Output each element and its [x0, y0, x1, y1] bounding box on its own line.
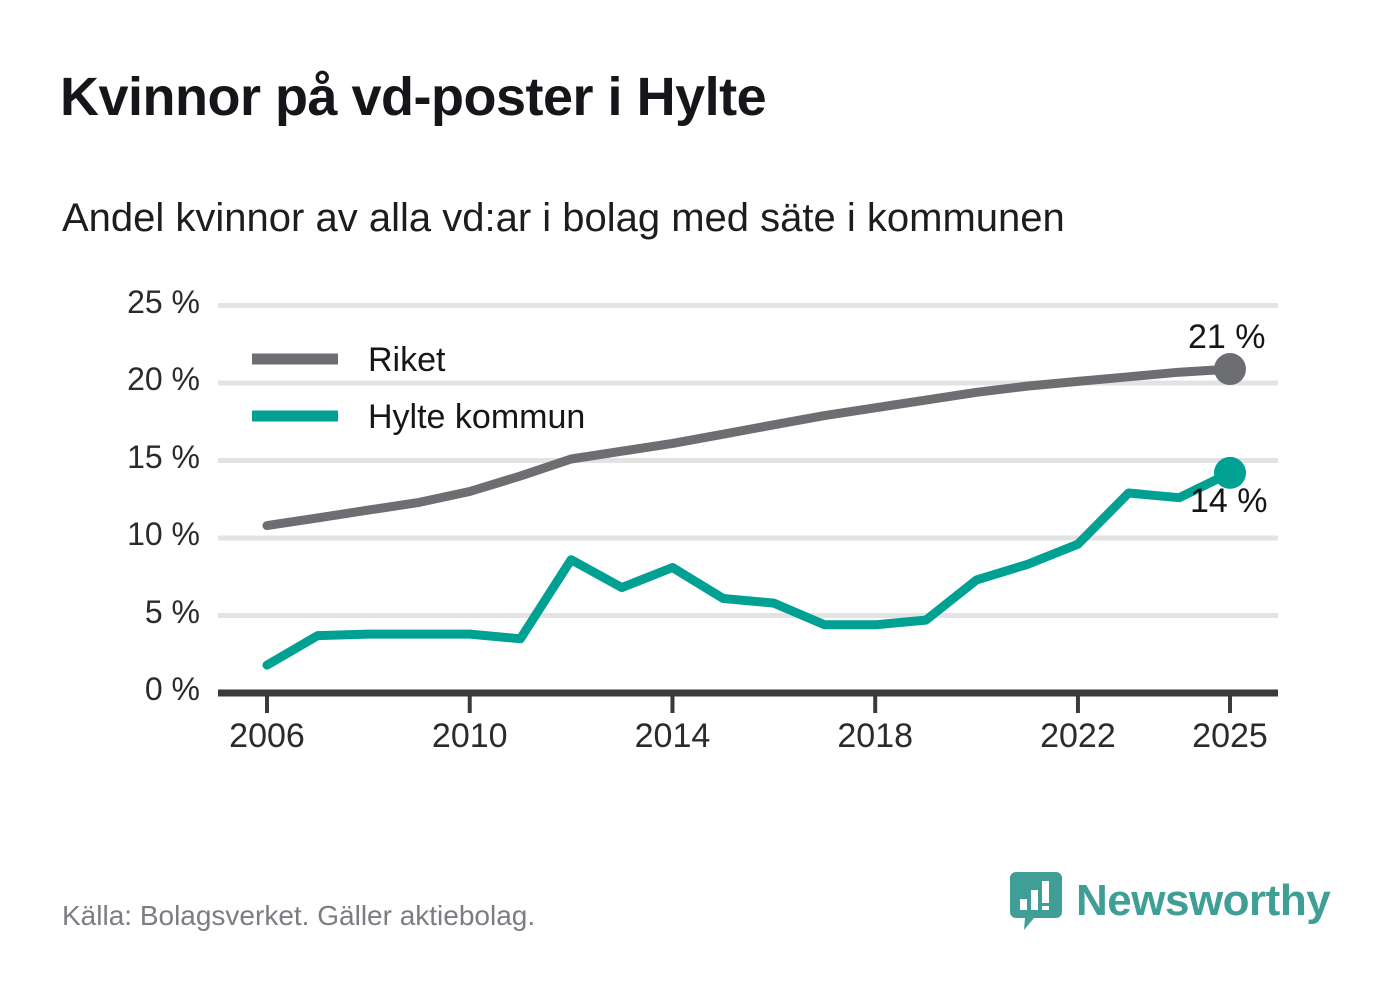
- y-tick-label: 15 %: [127, 438, 200, 475]
- y-tick-label: 25 %: [127, 283, 200, 320]
- x-tick-label: 2025: [1192, 717, 1268, 755]
- y-tick-label: 5 %: [144, 593, 200, 630]
- y-tick-label: 0 %: [144, 671, 200, 707]
- end-marker-hylte-kommun: [1214, 456, 1246, 489]
- x-tick-label: 2022: [1040, 717, 1116, 755]
- legend-item-hylte-kommun-label: Hylte kommun: [368, 398, 586, 436]
- x-tick-label: 2006: [229, 717, 305, 755]
- y-axis-tick-labels: 0 % 5 % 10 % 15 % 20 % 25 %: [80, 0, 200, 999]
- x-tick-label: 2014: [634, 717, 711, 755]
- newsworthy-wordmark: Newsworthy: [1076, 876, 1331, 925]
- bar-chart-speech-bubble-icon: [1010, 872, 1062, 930]
- newsworthy-logo: Newsworthy: [1010, 872, 1331, 930]
- source-note: Källa: Bolagsverket. Gäller aktiebolag.: [62, 900, 536, 931]
- end-marker-riket: [1214, 353, 1246, 386]
- series-line-riket: [262, 364, 1235, 531]
- end-label-riket: 21 %: [1188, 318, 1266, 356]
- end-label-hylte: 14 %: [1190, 482, 1268, 520]
- series-line-hylte-kommun: [262, 468, 1235, 670]
- page-title: Kvinnor på vd-poster i Hylte: [60, 67, 767, 127]
- x-tick-label: 2018: [837, 717, 914, 755]
- y-tick-label: 10 %: [127, 516, 200, 552]
- legend-item-riket-label: Riket: [368, 341, 446, 379]
- x-tick-label: 2010: [431, 717, 508, 755]
- y-tick-label: 20 %: [127, 361, 200, 397]
- page-subtitle: Andel kvinnor av alla vd:ar i bolag med …: [62, 196, 1065, 240]
